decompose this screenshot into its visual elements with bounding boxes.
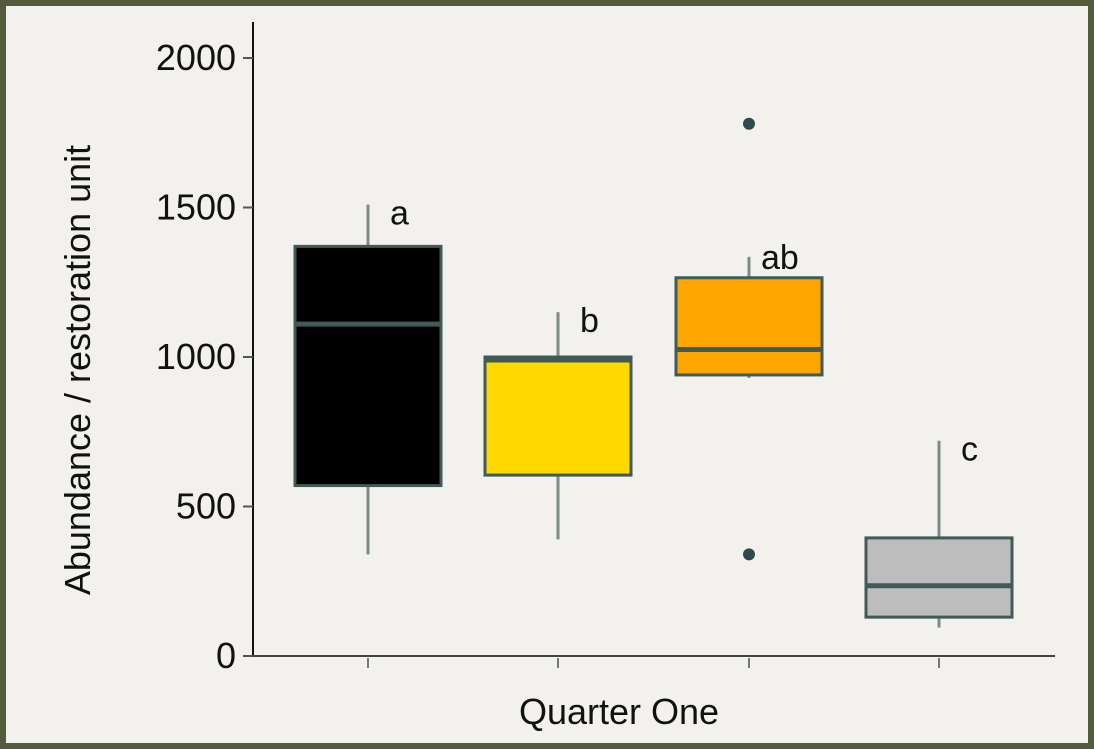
- y-tick-label: 500: [176, 486, 236, 527]
- box-group: c: [864, 431, 1014, 628]
- significance-label: b: [580, 302, 599, 340]
- significance-label: c: [961, 431, 978, 469]
- box-body: [864, 536, 1014, 619]
- x-axis-title: Quarter One: [519, 691, 719, 732]
- y-ticks: 0 500 1000 1500 2000: [156, 37, 253, 676]
- outlier-point: [743, 548, 755, 561]
- box-group: b: [483, 302, 633, 540]
- significance-label: a: [390, 195, 409, 233]
- y-tick-label: 0: [216, 635, 236, 676]
- box-group: ab: [674, 117, 824, 561]
- y-tick-label: 1500: [156, 187, 236, 228]
- y-tick-label: 1000: [156, 336, 236, 377]
- axes: [252, 22, 1055, 657]
- box-body: [674, 276, 824, 377]
- significance-label: ab: [761, 239, 799, 277]
- y-tick-label: 2000: [156, 37, 236, 78]
- box-group: a: [293, 195, 443, 555]
- x-ticks: [367, 658, 940, 668]
- outlier-point: [743, 117, 755, 130]
- box-body: [483, 355, 633, 477]
- y-axis-title: Abundance / restoration unit: [57, 145, 98, 595]
- box-body: [293, 244, 443, 488]
